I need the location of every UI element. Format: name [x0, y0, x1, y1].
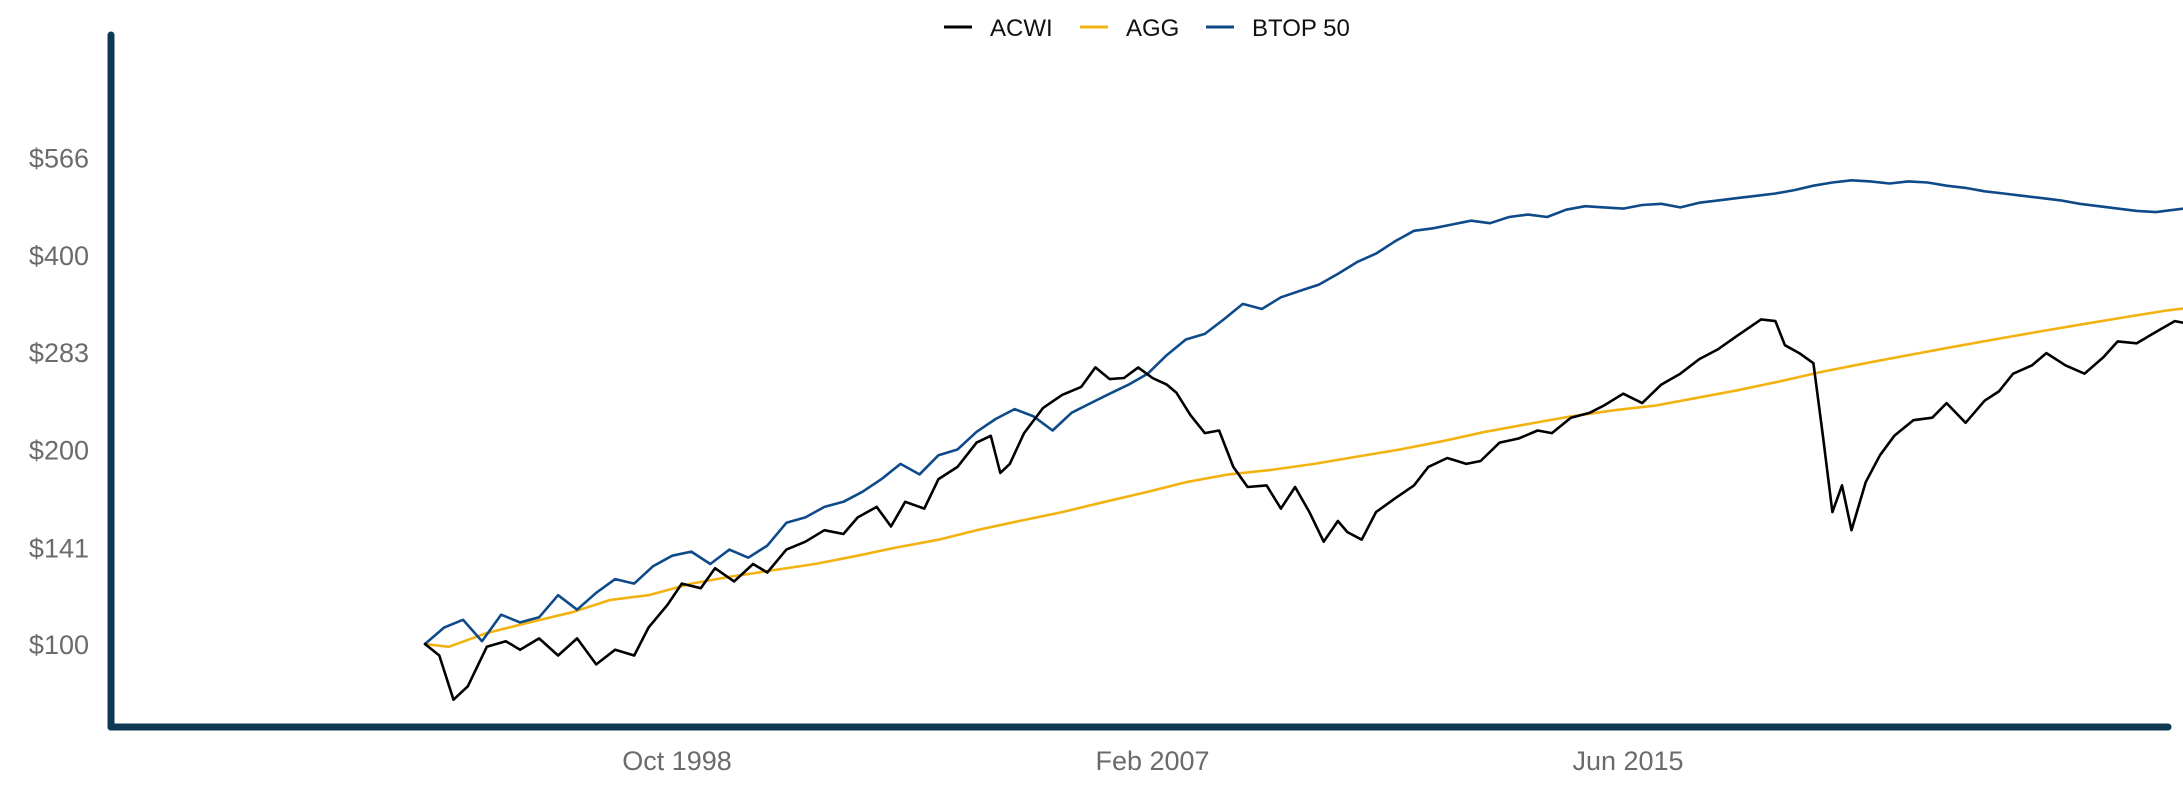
y-tick-label: $283	[29, 338, 89, 368]
legend-label-btop50: BTOP 50	[1252, 15, 1350, 42]
series-line-btop-50	[423, 179, 2183, 646]
axes	[107, 31, 2172, 731]
legend-entry-acwi: ACWI	[944, 15, 1053, 42]
legend-label-agg: AGG	[1126, 15, 1179, 42]
y-axis-ticks: $100 $141 $200 $283 $400 $566	[29, 144, 89, 660]
x-tick-label: Oct 1998	[622, 746, 732, 776]
x-axis-ticks: Oct 1998 Feb 2007 Jun 2015	[622, 746, 1683, 776]
y-tick-label: $141	[29, 534, 89, 564]
y-tick-label: $566	[29, 144, 89, 174]
x-tick-label: Jun 2015	[1572, 746, 1683, 776]
legend-entry-btop50: BTOP 50	[1206, 15, 1350, 42]
series-line-acwi	[423, 318, 2183, 702]
legend-entry-agg: AGG	[1080, 15, 1179, 42]
y-tick-label: $200	[29, 436, 89, 466]
legend-label-acwi: ACWI	[990, 15, 1053, 42]
legend: ACWI AGG BTOP 50	[944, 15, 1350, 42]
y-tick-label: $400	[29, 241, 89, 271]
series-line-agg	[423, 307, 2183, 649]
y-tick-label: $100	[29, 630, 89, 660]
series-layer	[423, 179, 2183, 702]
x-tick-label: Feb 2007	[1095, 746, 1209, 776]
